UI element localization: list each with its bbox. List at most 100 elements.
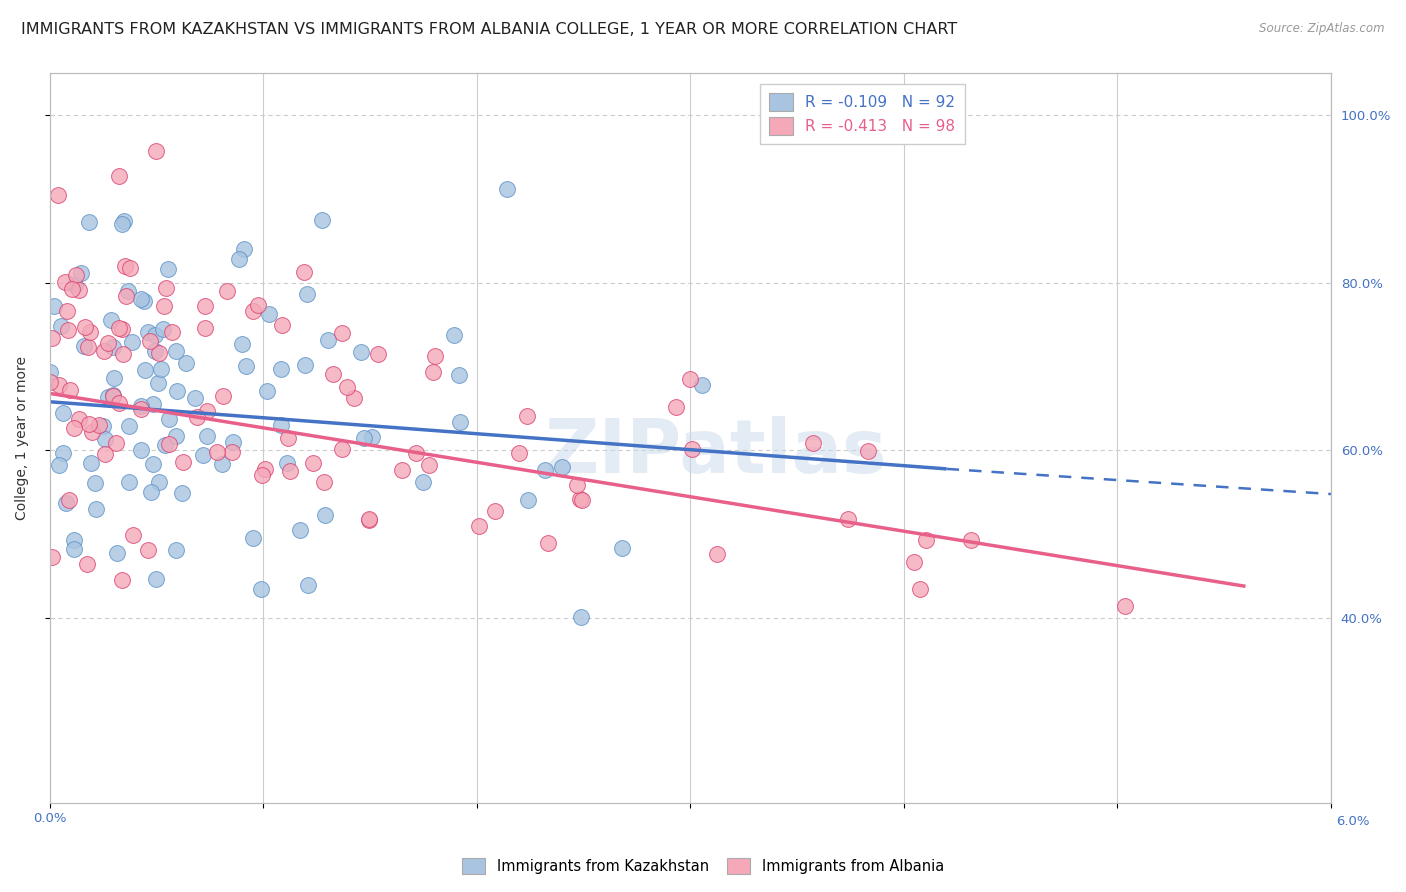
Point (353, 431, 375, 445)
Point (131, 292, 153, 306)
Point (567, 478, 589, 492)
Point (449, 415, 471, 429)
Point (665, 400, 688, 414)
Point (194, 321, 217, 335)
Point (148, 345, 170, 359)
Point (301, 456, 323, 470)
Point (44, 299, 66, 313)
Point (118, 475, 141, 490)
Point (94, 432, 117, 446)
Point (270, 361, 292, 376)
Point (211, 389, 233, 403)
Point (679, 372, 702, 386)
Point (231, 337, 253, 351)
Point (59, 383, 82, 397)
Point (681, 442, 703, 456)
Point (443, 328, 465, 343)
Point (122, 528, 145, 542)
Point (330, 442, 353, 457)
Point (551, 460, 574, 475)
Point (69, 283, 91, 297)
Point (184, 392, 207, 406)
Point (569, 610, 592, 624)
Point (132, 293, 155, 308)
Point (908, 582, 931, 597)
Point (914, 533, 936, 547)
Point (108, 321, 131, 335)
Point (111, 322, 134, 336)
Point (60, 282, 83, 296)
Point (114, 289, 136, 303)
Point (53, 275, 76, 289)
Point (837, 511, 859, 525)
Point (121, 335, 143, 350)
Point (56, 304, 79, 318)
Point (172, 455, 194, 469)
Point (93, 343, 115, 358)
Point (157, 437, 180, 451)
Point (357, 512, 380, 526)
Point (235, 359, 257, 373)
Point (311, 213, 333, 227)
Point (312, 475, 335, 489)
Point (569, 491, 592, 506)
Point (111, 573, 134, 587)
Point (67, 411, 90, 425)
Point (270, 417, 292, 432)
Point (100, 313, 122, 327)
Point (297, 578, 319, 592)
Point (330, 326, 353, 341)
Point (215, 284, 238, 298)
Point (142, 397, 165, 411)
Point (288, 523, 311, 537)
Point (69, 267, 91, 281)
Text: IMMIGRANTS FROM KAZAKHSTAN VS IMMIGRANTS FROM ALBANIA COLLEGE, 1 YEAR OR MORE CO: IMMIGRANTS FROM KAZAKHSTAN VS IMMIGRANTS… (21, 22, 957, 37)
Point (207, 445, 229, 459)
Point (145, 572, 167, 586)
Legend: R = -0.109   N = 92, R = -0.413   N = 98: R = -0.109 N = 92, R = -0.413 N = 98 (759, 84, 965, 144)
Point (336, 380, 359, 394)
Point (149, 361, 172, 376)
Point (48, 458, 70, 473)
Point (367, 347, 389, 361)
Point (103, 371, 125, 385)
Point (75, 320, 97, 334)
Point (316, 333, 339, 347)
Text: Source: ZipAtlas.com: Source: ZipAtlas.com (1260, 22, 1385, 36)
Point (52, 446, 75, 460)
Point (195, 404, 218, 418)
Point (211, 457, 233, 471)
Point (186, 409, 208, 424)
Point (193, 448, 215, 462)
Point (146, 376, 169, 390)
Point (138, 326, 160, 340)
Point (856, 444, 879, 458)
Point (80, 425, 103, 439)
Point (155, 281, 177, 295)
Point (148, 475, 170, 489)
Point (58, 492, 80, 507)
Point (449, 368, 471, 382)
Point (508, 446, 530, 460)
Point (294, 358, 316, 372)
Point (496, 182, 519, 196)
Point (222, 434, 245, 449)
Point (142, 457, 165, 471)
Point (41, 331, 63, 345)
Point (221, 445, 243, 459)
Point (195, 428, 218, 442)
Point (412, 475, 434, 490)
Point (41, 549, 63, 564)
Point (46, 187, 69, 202)
Point (418, 458, 440, 472)
Point (157, 412, 180, 426)
Point (38, 375, 60, 389)
Point (84, 501, 107, 516)
Point (361, 430, 384, 444)
Point (108, 395, 131, 409)
Point (174, 355, 197, 369)
Point (228, 252, 250, 267)
Point (247, 298, 270, 312)
Point (233, 242, 256, 256)
Point (79, 325, 101, 339)
